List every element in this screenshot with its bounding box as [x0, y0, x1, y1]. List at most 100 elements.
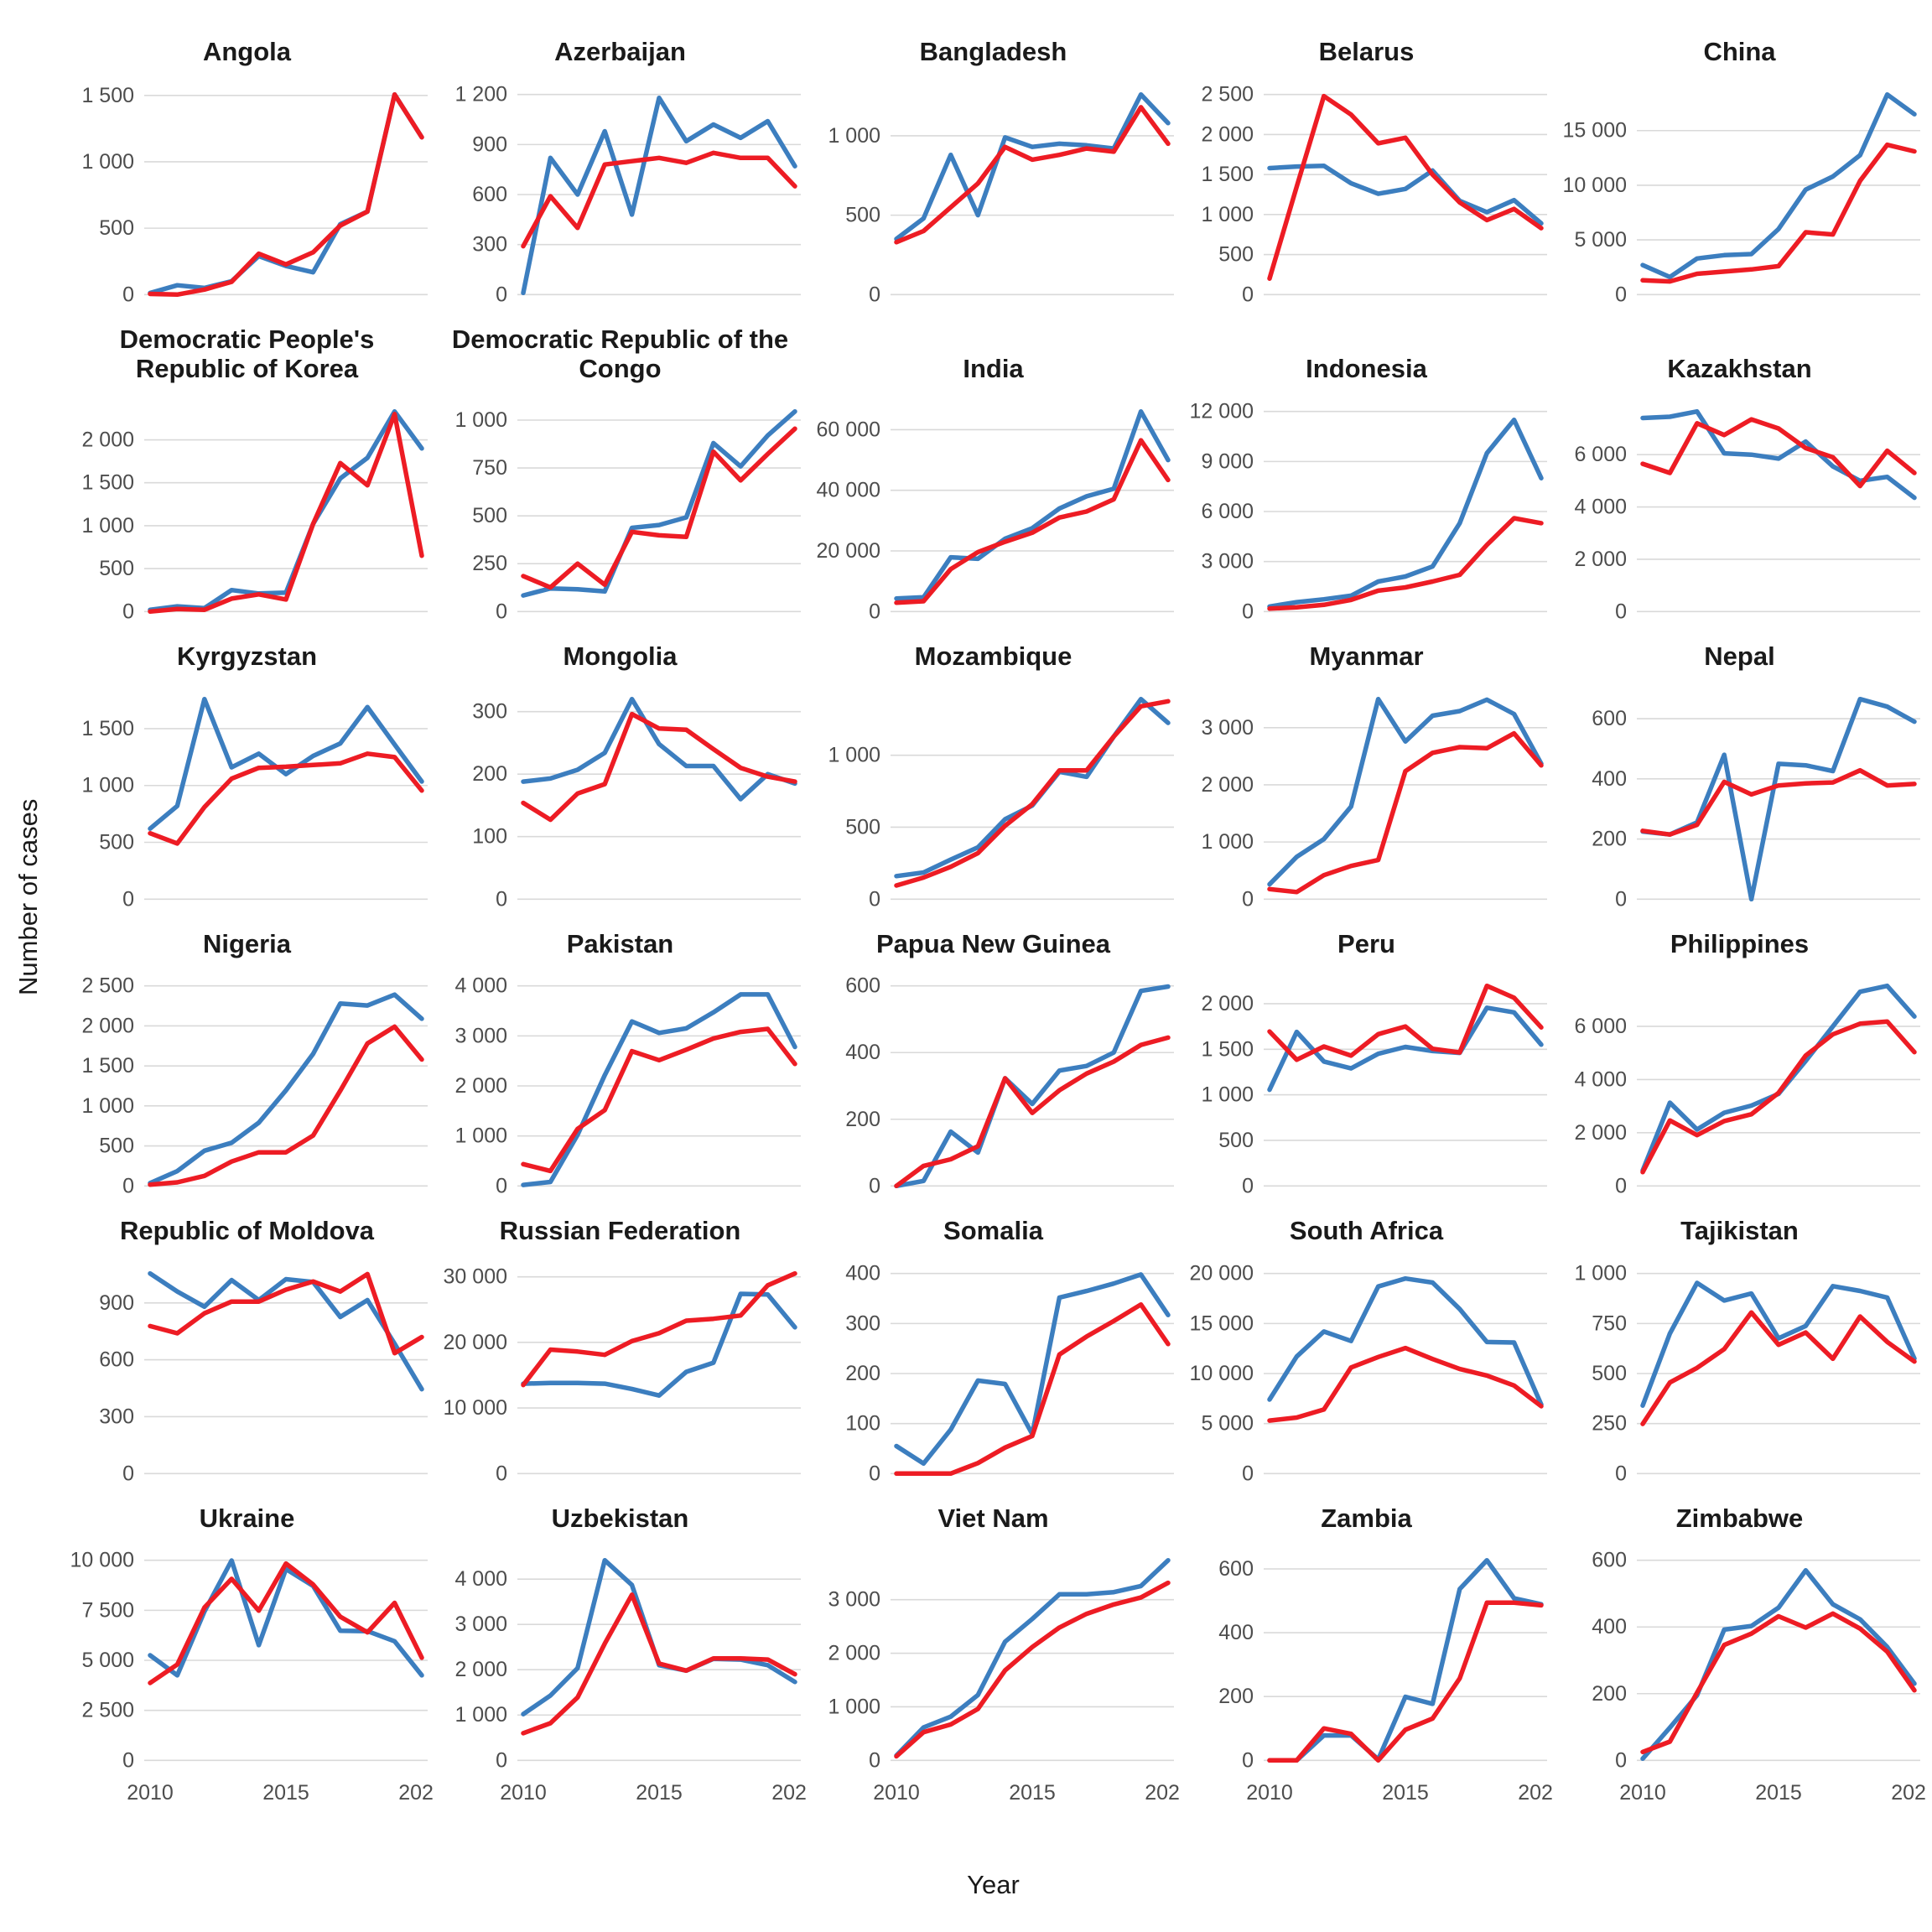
series1-line: [521, 1558, 797, 1717]
y-tick-label: 300: [99, 1405, 134, 1428]
series2-line: [894, 104, 1171, 245]
x-tick-label: 2010: [500, 1781, 547, 1805]
y-tick-label: 0: [496, 887, 507, 911]
facet-uzbekistan: Uzbekistan 0 1 000 2 000 3 000 4 000 2010 2015 2…: [434, 1504, 807, 1817]
facet-ukraine: Ukraine 0 2 500 5 000 7 500 10 000 2010 2015 202…: [60, 1504, 434, 1817]
y-tick-label: 12 000: [1190, 400, 1254, 423]
facet-bangladesh: Bangladesh 0 500 1 000: [807, 37, 1180, 313]
series2-line: [148, 1024, 424, 1187]
x-tick-label: 2010: [1246, 1781, 1293, 1805]
series2-line: [894, 1581, 1171, 1759]
x-tick-label: 2015: [1009, 1781, 1056, 1805]
series1-line: [521, 992, 797, 1188]
y-tick-label: 2 000: [454, 1659, 507, 1682]
facet-plot: 0 100 200 300 400: [845, 1262, 1174, 1485]
series1-line: [521, 1291, 797, 1398]
y-tick-label: 0: [869, 1462, 880, 1485]
y-tick-label: 200: [845, 1108, 880, 1131]
y-tick-label: 0: [1242, 1749, 1254, 1773]
y-tick-label: 0: [1615, 1749, 1627, 1773]
y-tick-label: 200: [1592, 827, 1627, 850]
y-tick-label: 1 500: [1201, 163, 1254, 186]
facet-grid: Angola 0 500 1 000 1 500 Azerbaijan 0 300 600 900…: [60, 37, 1926, 1816]
facet-title: Mozambique: [914, 641, 1072, 671]
facet-kazakhstan: Kazakhstan 0 2 000 4 000 6 000: [1553, 325, 1926, 630]
y-tick-label: 0: [1615, 283, 1627, 306]
facet-title: Nepal: [1704, 641, 1775, 671]
y-tick-label: 600: [1592, 707, 1627, 730]
y-tick-label: 6 000: [1201, 500, 1254, 523]
y-tick-label: 3 000: [1201, 715, 1254, 739]
facet-title: Democratic Republic of the Congo: [451, 324, 789, 384]
y-tick-label: 5 000: [1574, 228, 1627, 252]
y-tick-label: 1 000: [81, 514, 134, 538]
y-tick-label: 15 000: [1190, 1311, 1254, 1335]
series1-line: [521, 696, 797, 802]
series2-line: [894, 1301, 1171, 1476]
facet-kyrgyzstan: Kyrgyzstan 0 500 1 000 1 500: [60, 641, 434, 917]
y-tick-label: 400: [1592, 766, 1627, 790]
y-tick-label: 0: [122, 887, 134, 911]
y-tick-label: 0: [1242, 1462, 1254, 1485]
y-tick-label: 3 000: [454, 1613, 507, 1637]
series2-line: [1267, 1345, 1544, 1423]
y-tick-label: 1 500: [81, 1054, 134, 1078]
y-tick-label: 0: [869, 600, 880, 623]
y-tick-label: 10 000: [70, 1549, 134, 1572]
y-tick-label: 4 000: [454, 974, 507, 998]
x-axis-title: Year: [967, 1870, 1020, 1899]
x-tick-label: 2015: [262, 1781, 309, 1805]
y-tick-label: 0: [496, 283, 507, 306]
series2-line: [521, 1026, 797, 1174]
facet-plot: 0 1 000 2 000 3 000 4 000 2010 2015 2020: [454, 1558, 807, 1805]
x-tick-label: 2010: [127, 1781, 174, 1805]
series1-line: [1267, 1275, 1544, 1407]
facet-south-africa: South Africa 0 5 000 10 000 15 000 20 000: [1180, 1216, 1553, 1492]
y-tick-label: 4 000: [1574, 1068, 1627, 1092]
facet-title: Pakistan: [566, 928, 674, 958]
y-tick-label: 20 000: [444, 1331, 507, 1354]
y-tick-label: 600: [472, 183, 507, 206]
facet-title: China: [1703, 37, 1776, 66]
series1-line: [1640, 696, 1917, 901]
facet-title: Angola: [202, 37, 292, 66]
y-tick-label: 1 000: [1201, 830, 1254, 854]
y-tick-label: 600: [845, 974, 880, 998]
facet-plot: 0 500 1 000 1 500 2 000: [81, 408, 428, 623]
series1-line: [1267, 1558, 1544, 1763]
facet-plot: 0 5 000 10 000 15 000 20 000: [1190, 1262, 1547, 1485]
y-tick-label: 0: [122, 1749, 134, 1773]
y-tick-label: 2 000: [1574, 1121, 1627, 1145]
y-tick-label: 500: [99, 1135, 134, 1158]
series1-line: [894, 696, 1171, 879]
y-tick-label: 2 000: [1574, 548, 1627, 571]
facet-plot: 0 200 400 600: [1592, 696, 1920, 911]
facet-plot: 0 250 500 750 1 000: [454, 408, 801, 623]
y-tick-label: 3 000: [454, 1025, 507, 1048]
facet-papua-new-guinea: Papua New Guinea 0 200 400 600: [807, 929, 1180, 1205]
series2-line: [1267, 93, 1544, 281]
facet-plot: 0 5 000 10 000 15 000: [1563, 91, 1920, 306]
y-tick-label: 30 000: [444, 1265, 507, 1288]
y-tick-label: 3 000: [828, 1588, 880, 1612]
y-tick-label: 0: [496, 1174, 507, 1197]
y-tick-label: 0: [496, 1462, 507, 1485]
series1-line: [1640, 1280, 1917, 1408]
facet-philippines: Philippines 0 2 000 4 000 6 000: [1553, 929, 1926, 1205]
y-tick-label: 500: [845, 815, 880, 839]
series1-line: [1640, 1568, 1917, 1762]
y-tick-label: 1 000: [454, 408, 507, 432]
facet-china: China 0 5 000 10 000 15 000: [1553, 37, 1926, 313]
series1-line: [1640, 984, 1917, 1173]
y-tick-label: 1 000: [81, 1094, 134, 1118]
y-tick-label: 1 000: [81, 150, 134, 174]
y-tick-label: 1 000: [828, 1696, 880, 1719]
y-tick-label: 600: [1218, 1557, 1254, 1581]
x-tick-label: 2015: [636, 1781, 683, 1805]
y-tick-label: 0: [496, 1749, 507, 1773]
y-tick-label: 100: [845, 1411, 880, 1435]
facet-mongolia: Mongolia 0 100 200 300: [434, 641, 807, 917]
facet-plot: 0 200 400 600 2010 2015 2020: [1218, 1557, 1553, 1805]
y-tick-label: 2 000: [828, 1642, 880, 1665]
y-tick-label: 40 000: [817, 479, 880, 502]
